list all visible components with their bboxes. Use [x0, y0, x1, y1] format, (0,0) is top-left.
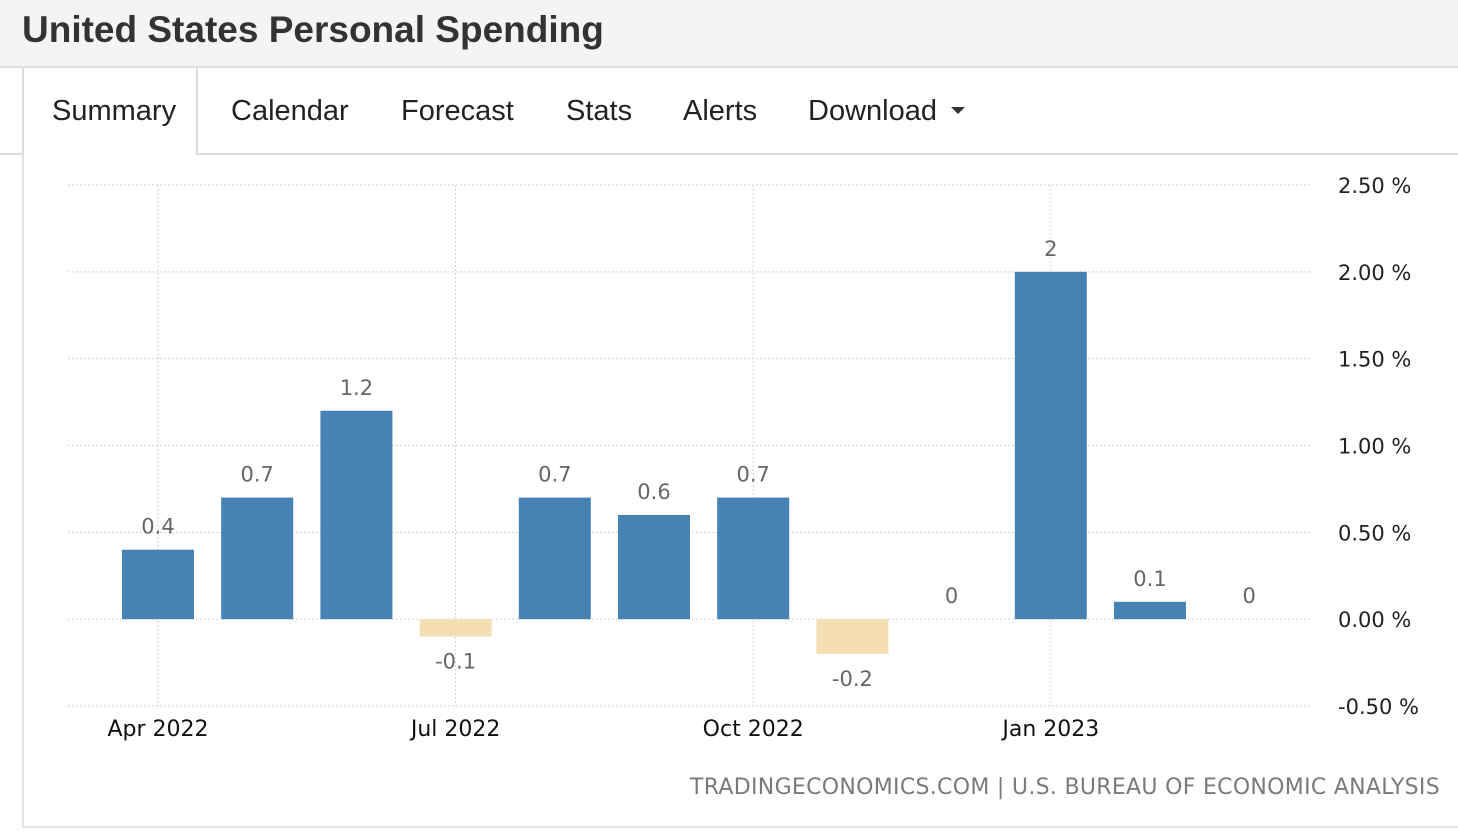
bar — [518, 497, 591, 620]
data-label: 0 — [1243, 584, 1256, 608]
tab-summary-label: Summary — [52, 95, 177, 127]
bar — [1114, 601, 1186, 620]
bar — [221, 497, 294, 620]
data-label: 0.7 — [538, 463, 571, 487]
data-label: 0.7 — [240, 463, 273, 487]
x-tick-label: Jul 2022 — [409, 717, 501, 742]
y-tick-label: 1.00 % — [1338, 435, 1411, 459]
tab-calendar-label: Calendar — [231, 95, 349, 127]
tab-forecast[interactable]: Forecast — [401, 68, 514, 153]
y-tick-label: 2.50 % — [1338, 174, 1411, 198]
chevron-down-icon — [950, 106, 965, 114]
data-label: -0.2 — [832, 667, 873, 691]
y-tick-label: 0.00 % — [1338, 608, 1411, 632]
x-tick-label: Jan 2023 — [1000, 717, 1099, 742]
tab-alerts-label: Alerts — [683, 95, 758, 127]
bar — [320, 410, 393, 620]
data-label: 2 — [1044, 237, 1057, 261]
y-tick-label: 0.50 % — [1338, 521, 1411, 545]
y-tick-label: 1.50 % — [1338, 348, 1411, 372]
tab-summary[interactable]: Summary — [22, 68, 199, 155]
data-label: 0.6 — [637, 480, 670, 504]
data-label: 0.4 — [141, 515, 174, 539]
data-label: 0 — [945, 584, 958, 608]
y-tick-label: 2.00 % — [1338, 261, 1411, 285]
x-tick-label: Oct 2022 — [703, 717, 804, 742]
bar — [816, 619, 889, 654]
data-label: 0.1 — [1133, 567, 1166, 591]
x-tick-label: Apr 2022 — [107, 717, 208, 742]
tab-bar: Summary Calendar Forecast Stats Alerts D… — [0, 68, 1458, 155]
bar — [419, 619, 492, 637]
bar — [122, 549, 194, 620]
bar-chart: 2.50 % 2.00 % 1.50 % 1.00 % 0.50 % 0.00 % -0.5… — [68, 174, 1419, 742]
data-label: -0.1 — [435, 650, 476, 674]
chart-panel — [22, 155, 1458, 828]
tab-stats[interactable]: Stats — [566, 68, 632, 153]
tab-stats-label: Stats — [566, 95, 633, 127]
page-title: United States Personal Spending — [22, 9, 604, 50]
bar — [618, 514, 690, 620]
data-label: 1.2 — [340, 376, 373, 400]
bar — [717, 497, 790, 620]
tab-forecast-label: Forecast — [401, 95, 514, 127]
y-tick-label: -0.50 % — [1338, 695, 1419, 719]
tab-download[interactable]: Download — [808, 68, 965, 153]
tab-calendar[interactable]: Calendar — [231, 68, 349, 153]
source-credit: TRADINGECONOMICS.COM | U.S. BUREAU OF EC… — [690, 775, 1440, 800]
tab-alerts[interactable]: Alerts — [683, 68, 757, 153]
tab-download-label: Download — [808, 95, 937, 127]
data-label: 0.7 — [736, 463, 769, 487]
bar — [1014, 271, 1087, 620]
page-header: United States Personal Spending — [0, 0, 1458, 68]
